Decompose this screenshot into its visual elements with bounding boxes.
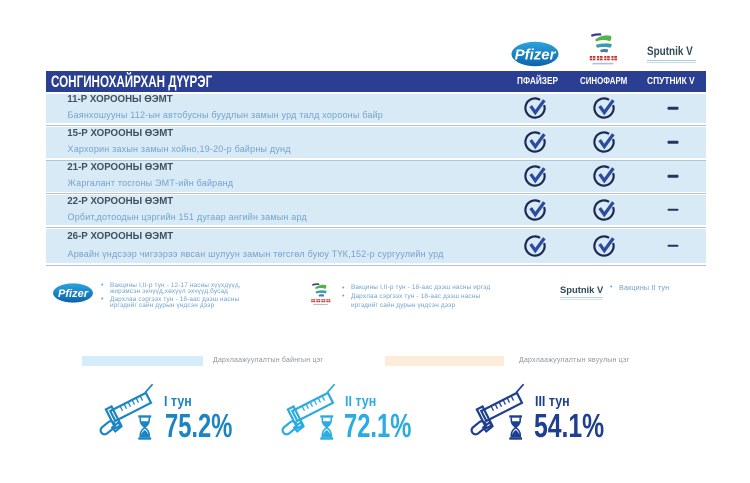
svg-text:Pfizer: Pfizer [58, 288, 89, 300]
svg-text:Pfizer: Pfizer [515, 47, 557, 64]
